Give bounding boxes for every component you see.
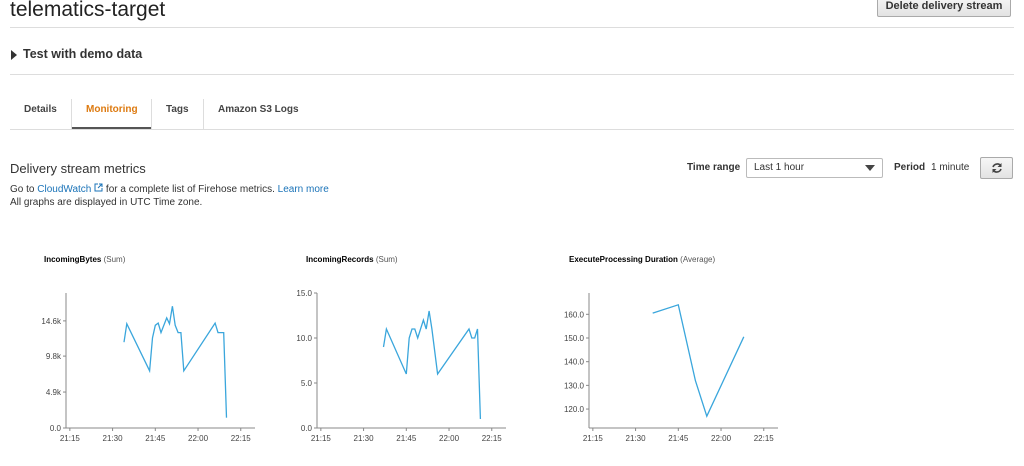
y-tick-label: 150.0 — [564, 334, 585, 343]
divider — [10, 129, 1014, 130]
x-tick-label: 22:15 — [231, 434, 252, 443]
x-tick-label: 21:45 — [668, 434, 689, 443]
y-tick-label: 5.0 — [301, 379, 313, 388]
info-line: Go to CloudWatch for a complete list of … — [10, 183, 329, 195]
info-text: Go to — [10, 184, 35, 195]
x-tick-label: 22:00 — [188, 434, 209, 443]
y-tick-label: 10.0 — [296, 334, 312, 343]
y-tick-label: 120.0 — [564, 405, 585, 414]
time-range-value: Last 1 hour — [754, 162, 805, 173]
chart-title-metric: IncomingBytes — [44, 255, 102, 264]
refresh-button[interactable] — [980, 157, 1013, 179]
info-text: for a complete list of Firehose metrics. — [105, 184, 275, 195]
timezone-note: All graphs are displayed in UTC Time zon… — [10, 197, 203, 208]
y-tick-label: 9.8k — [46, 352, 62, 361]
y-tick-label: 130.0 — [564, 381, 585, 390]
delete-button[interactable]: Delete delivery stream — [877, 0, 1011, 17]
tab[interactable]: Tags — [166, 104, 189, 115]
learn-more-link[interactable]: Learn more — [277, 184, 329, 195]
chart-title-stat: (Sum) — [104, 255, 126, 264]
tab[interactable]: Amazon S3 Logs — [218, 104, 299, 115]
dropdown-caret — [865, 165, 875, 171]
tab-separator — [151, 99, 152, 129]
section-title: Delivery stream metrics — [10, 161, 146, 176]
y-tick-label: 14.6k — [41, 317, 62, 326]
chart-title-stat: (Average) — [680, 255, 715, 264]
x-tick-label: 21:30 — [103, 434, 124, 443]
x-tick-label: 21:45 — [396, 434, 417, 443]
y-tick-label: 0.0 — [50, 424, 62, 433]
chart-title: IncomingBytes (Sum) — [44, 255, 126, 264]
divider — [10, 74, 1014, 75]
period-value: 1 minute — [931, 162, 970, 173]
metric-line — [652, 303, 745, 418]
chart-title-metric: ExecuteProcessing Duration — [569, 255, 678, 264]
external-link-icon — [94, 183, 103, 192]
x-tick-label: 22:15 — [482, 434, 503, 443]
x-tick-label: 21:15 — [583, 434, 604, 443]
metric-line — [123, 306, 228, 418]
tab-active[interactable]: Monitoring — [86, 104, 138, 115]
chart-title: ExecuteProcessing Duration (Average) — [569, 255, 715, 264]
period-label: Period — [894, 162, 926, 173]
tab-separator — [203, 99, 204, 129]
time-range-label: Time range — [687, 162, 741, 173]
tab[interactable]: Details — [24, 104, 57, 115]
y-tick-label: 0.0 — [301, 424, 313, 433]
x-tick-label: 21:15 — [311, 434, 332, 443]
x-tick-label: 21:30 — [626, 434, 647, 443]
tab-separator — [71, 99, 72, 129]
x-tick-label: 22:00 — [439, 434, 460, 443]
time-range-select[interactable]: Last 1 hour — [746, 158, 883, 178]
chart-title-stat: (Sum) — [376, 255, 398, 264]
active-tab-underline — [72, 127, 151, 129]
chart-title: IncomingRecords (Sum) — [306, 255, 398, 264]
divider — [10, 27, 1014, 28]
y-tick-label: 160.0 — [564, 310, 585, 319]
x-tick-label: 22:15 — [754, 434, 775, 443]
y-tick-label: 15.0 — [296, 289, 312, 298]
page-title: telematics-target — [10, 0, 166, 21]
x-tick-label: 22:00 — [711, 434, 732, 443]
refresh-icon — [992, 163, 1002, 173]
x-tick-label: 21:30 — [354, 434, 375, 443]
x-tick-label: 21:45 — [145, 434, 166, 443]
chart-title-metric: IncomingRecords — [306, 255, 374, 264]
y-tick-label: 140.0 — [564, 358, 585, 367]
expand-arrow[interactable] — [10, 50, 18, 60]
x-tick-label: 21:15 — [60, 434, 81, 443]
cloudwatch-link[interactable]: CloudWatch — [37, 184, 92, 195]
demo-toggle[interactable]: Test with demo data — [23, 47, 143, 61]
y-tick-label: 4.9k — [46, 388, 62, 397]
metric-line — [382, 310, 482, 420]
